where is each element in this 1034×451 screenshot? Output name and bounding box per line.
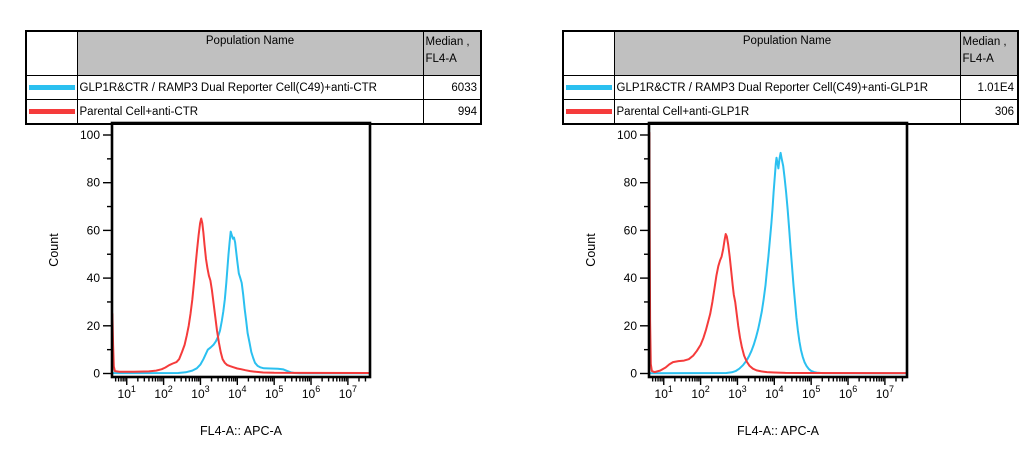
histogram-curve-red <box>648 131 908 375</box>
y-tick-label: 80 <box>87 176 101 190</box>
y-axis-title: Count <box>584 233 598 267</box>
y-axis-ticks <box>640 134 649 375</box>
x-tick-label: 101 <box>655 384 673 401</box>
histogram-curve-cyan <box>648 151 908 375</box>
cyan-series-swatch <box>566 85 612 90</box>
y-tick-label: 60 <box>87 223 101 237</box>
table-header-row: Population Name Median , FL4-A <box>562 30 1019 76</box>
legend-swatch-cell <box>562 99 615 125</box>
y-tick-label: 0 <box>93 367 100 381</box>
median-value: 994 <box>422 99 482 125</box>
plot-frame <box>110 121 372 379</box>
y-tick-label: 60 <box>624 223 638 237</box>
median-header-line2: FL4-A <box>425 53 457 65</box>
x-tick-label: 107 <box>339 384 357 401</box>
population-name-header: Population Name <box>613 30 961 76</box>
median-header-line2: FL4-A <box>962 53 994 65</box>
panel-anti-glp1r: Population Name Median , FL4-A GLP1R&CTR… <box>537 0 1034 451</box>
legend-swatch-cell <box>25 99 78 125</box>
cyan-series-swatch <box>29 85 75 90</box>
table-row: Parental Cell+anti-GLP1R 306 <box>562 99 1019 125</box>
x-axis-title: FL4-A:: APC-A <box>200 424 283 438</box>
y-tick-label: 20 <box>624 319 638 333</box>
population-name: GLP1R&CTR / RAMP3 Dual Reporter Cell(C49… <box>76 75 424 100</box>
population-name: GLP1R&CTR / RAMP3 Dual Reporter Cell(C49… <box>613 75 961 100</box>
population-name-header: Population Name <box>76 30 424 76</box>
median-value: 6033 <box>422 75 482 100</box>
histogram-curve-red <box>111 217 371 375</box>
histogram-chart-anti-ctr: 101 102 103 104 105 106 107 0 20 40 60 80 100FL4-A::… <box>47 121 372 438</box>
y-tick-label: 20 <box>87 319 101 333</box>
y-tick-label: 100 <box>80 128 100 142</box>
panel-anti-ctr: Population Name Median , FL4-A GLP1R&CTR… <box>0 0 497 451</box>
y-tick-label: 40 <box>624 271 638 285</box>
table-header-row: Population Name Median , FL4-A <box>25 30 482 76</box>
median-value: 306 <box>959 99 1019 125</box>
histogram-curve-cyan <box>111 230 371 375</box>
x-axis-title: FL4-A:: APC-A <box>737 424 820 438</box>
y-tick-label: 0 <box>630 367 637 381</box>
x-tick-label: 105 <box>265 384 283 401</box>
x-tick-label: 103 <box>728 384 746 401</box>
x-tick-label: 106 <box>302 384 320 401</box>
x-tick-label: 104 <box>228 384 246 401</box>
median-header-line1: Median , <box>962 36 1007 48</box>
median-value: 1.01E4 <box>959 75 1019 100</box>
y-axis-title: Count <box>47 233 61 267</box>
y-tick-label: 100 <box>617 128 637 142</box>
median-fl4a-header: Median , FL4-A <box>959 30 1019 76</box>
y-tick-label: 40 <box>87 271 101 285</box>
y-tick-label: 80 <box>624 176 638 190</box>
plot-frame <box>647 121 909 379</box>
x-tick-label: 104 <box>765 384 783 401</box>
median-fl4a-header: Median , FL4-A <box>422 30 482 76</box>
population-table: Population Name Median , FL4-A GLP1R&CTR… <box>25 30 482 125</box>
median-header-line1: Median , <box>425 36 470 48</box>
population-table: Population Name Median , FL4-A GLP1R&CTR… <box>562 30 1019 125</box>
x-tick-label: 102 <box>154 384 172 401</box>
x-tick-label: 107 <box>876 384 894 401</box>
legend-swatch-cell <box>562 75 615 100</box>
swatch-column-header <box>25 30 78 76</box>
x-tick-label: 103 <box>191 384 209 401</box>
x-tick-label: 101 <box>118 384 136 401</box>
table-row: GLP1R&CTR / RAMP3 Dual Reporter Cell(C49… <box>562 75 1019 100</box>
legend-swatch-cell <box>25 75 78 100</box>
histogram-chart-anti-glp1r: 101 102 103 104 105 106 107 0 20 40 60 80 100FL4-A::… <box>584 121 909 438</box>
red-series-swatch <box>29 109 75 114</box>
table-row: GLP1R&CTR / RAMP3 Dual Reporter Cell(C49… <box>25 75 482 100</box>
x-tick-label: 105 <box>802 384 820 401</box>
swatch-column-header <box>562 30 615 76</box>
x-tick-label: 102 <box>691 384 709 401</box>
y-axis-ticks <box>103 134 112 375</box>
red-series-swatch <box>566 109 612 114</box>
x-tick-label: 106 <box>839 384 857 401</box>
